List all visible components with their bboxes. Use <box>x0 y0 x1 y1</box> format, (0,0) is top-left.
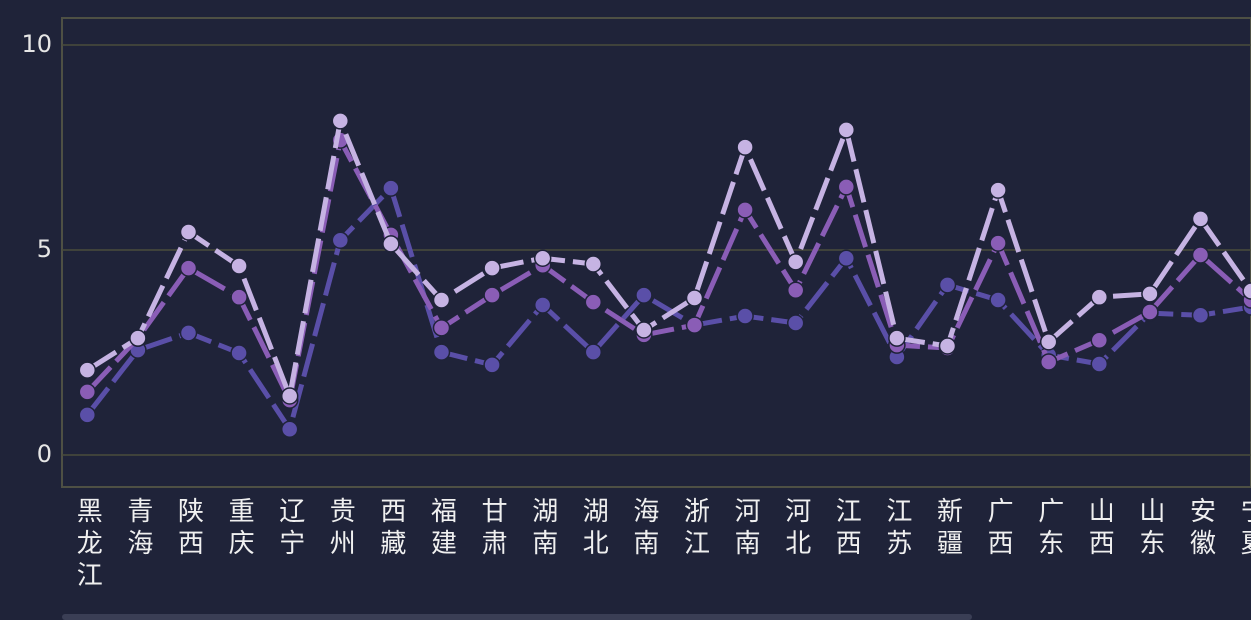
point <box>685 289 704 307</box>
y-tick-label: 10 <box>21 30 52 58</box>
x-tick-label: 山东 <box>1135 497 1165 561</box>
point <box>483 259 501 277</box>
x-tick-label: 贵州 <box>325 497 355 561</box>
point <box>230 288 248 306</box>
x-tick-label: 河南 <box>730 497 760 561</box>
point <box>533 249 552 267</box>
x-tick-label: 新疆 <box>933 497 963 561</box>
x-tick-label: 重庆 <box>224 497 254 561</box>
plot-area <box>61 17 1251 488</box>
point <box>331 112 350 130</box>
point <box>78 406 97 424</box>
x-tick-label: 广东 <box>1034 497 1064 561</box>
point <box>584 293 603 311</box>
x-tick-label: 福建 <box>427 497 457 561</box>
scrollbar <box>62 614 972 620</box>
point <box>635 321 653 339</box>
point <box>786 253 805 271</box>
point <box>989 234 1007 252</box>
x-tick-label: 河北 <box>781 497 811 561</box>
x-tick-label: 湖北 <box>578 497 608 561</box>
point <box>1090 331 1109 349</box>
point <box>635 286 653 304</box>
x-tick-label: 陕西 <box>174 497 204 561</box>
point <box>736 307 754 325</box>
x-tick-label: 山西 <box>1084 497 1114 561</box>
point <box>786 281 805 299</box>
point <box>483 356 501 374</box>
point <box>685 316 704 334</box>
point <box>432 319 451 337</box>
point <box>230 257 248 275</box>
point <box>1191 246 1210 264</box>
point <box>1242 282 1251 300</box>
point <box>736 138 754 156</box>
point <box>837 121 856 139</box>
point <box>533 296 552 314</box>
x-tick-label: 海南 <box>629 497 659 561</box>
point <box>989 181 1007 199</box>
x-tick-label: 湖南 <box>528 497 558 561</box>
x-tick-label: 黑龙江 <box>72 497 102 593</box>
x-tick-label: 江苏 <box>882 497 912 561</box>
point <box>938 337 957 355</box>
x-tick-label: 西藏 <box>376 497 406 561</box>
point <box>280 420 299 438</box>
x-tick-label: 江西 <box>831 497 861 561</box>
point <box>1191 210 1210 228</box>
series-line <box>85 118 1251 399</box>
point <box>938 276 957 294</box>
x-tick-label: 宁夏 <box>1236 497 1251 561</box>
y-tick-label: 5 <box>37 235 52 263</box>
x-tick-label: 安徽 <box>1186 497 1216 561</box>
point <box>1039 333 1058 351</box>
point <box>786 314 805 332</box>
point <box>1191 306 1210 324</box>
point <box>584 343 603 361</box>
point <box>1141 303 1159 321</box>
point <box>331 231 350 249</box>
point <box>837 249 856 267</box>
point <box>989 291 1007 309</box>
point <box>1090 355 1109 373</box>
point <box>432 343 451 361</box>
point <box>78 383 97 401</box>
series-line <box>85 137 1251 403</box>
point <box>78 361 97 379</box>
point <box>280 387 299 405</box>
point <box>129 329 147 347</box>
x-tick-label: 广西 <box>983 497 1013 561</box>
x-tick-label: 辽宁 <box>275 497 305 561</box>
x-tick-label: 浙江 <box>680 497 710 561</box>
point <box>888 329 906 347</box>
point <box>179 223 198 241</box>
y-tick-label: 0 <box>37 440 52 468</box>
point <box>1039 353 1058 371</box>
point <box>584 255 603 273</box>
point <box>736 201 754 219</box>
point <box>179 259 198 277</box>
point <box>382 179 400 197</box>
x-tick-label: 甘肃 <box>477 497 507 561</box>
point <box>230 344 248 362</box>
point <box>483 286 501 304</box>
point <box>837 178 856 196</box>
point <box>1141 285 1159 303</box>
point <box>432 291 451 309</box>
x-tick-label: 青海 <box>123 497 153 561</box>
point <box>1090 288 1109 306</box>
point <box>179 324 198 342</box>
point <box>382 235 400 253</box>
